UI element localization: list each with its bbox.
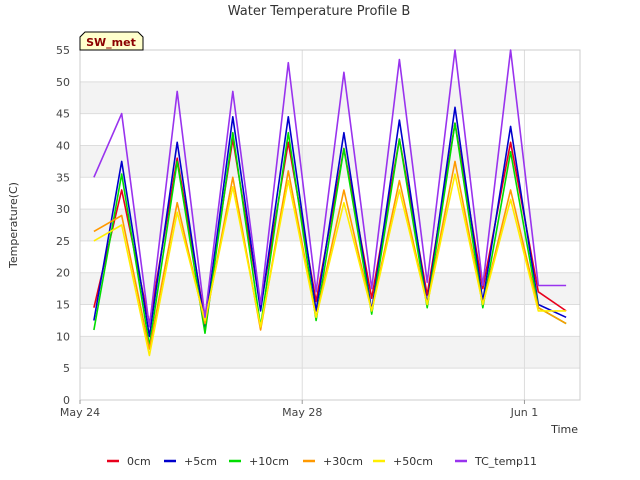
legend: 0cm +5cm +10cm +30cm +50cm TC_temp11 [107, 455, 537, 468]
y-tick-label: 45 [56, 108, 70, 121]
y-axis-label: Temperature(C) [7, 182, 20, 269]
legend-label: +10cm [249, 455, 289, 468]
series-line-5cm [93, 106, 567, 338]
series-lines [93, 49, 567, 357]
y-tick-label: 10 [56, 330, 70, 343]
legend-label: +5cm [184, 455, 217, 468]
plot-border [79, 49, 581, 401]
y-tick-label: 40 [56, 139, 70, 152]
series-line-tctemp11 [93, 49, 567, 328]
y-tick-label: 30 [56, 203, 70, 216]
plot-band [80, 336, 580, 369]
x-tick-label: May 28 [282, 406, 322, 419]
x-tick-label: Jun 1 [510, 406, 539, 419]
site-badge: SW_met [79, 31, 144, 51]
chart-title: Water Temperature Profile B [228, 4, 411, 19]
legend-label: +50cm [393, 455, 433, 468]
series-line-50cm [93, 173, 567, 357]
y-tick-label: 50 [56, 76, 70, 89]
y-tick-label: 20 [56, 267, 70, 280]
x-axis-ticks: May 24 May 28 Jun 1 [60, 400, 538, 419]
plot-bands [80, 81, 580, 369]
x-axis-label: Time [550, 423, 578, 436]
site-badge-label: SW_met [86, 36, 136, 49]
series-line-10cm [93, 122, 567, 347]
y-tick-label: 0 [63, 394, 70, 407]
y-tick-label: 5 [63, 362, 70, 375]
y-tick-label: 15 [56, 299, 70, 312]
legend-label: TC_temp11 [474, 455, 537, 468]
plot-band [80, 81, 580, 114]
site-badge-box [79, 31, 144, 51]
y-axis-ticks: 0 5 10 15 20 25 30 35 40 45 50 55 [56, 44, 70, 407]
y-tick-label: 55 [56, 44, 70, 57]
y-tick-label: 35 [56, 171, 70, 184]
legend-label: 0cm [127, 455, 151, 468]
y-tick-label: 25 [56, 235, 70, 248]
legend-label: +30cm [323, 455, 363, 468]
x-tick-label: May 24 [60, 406, 100, 419]
